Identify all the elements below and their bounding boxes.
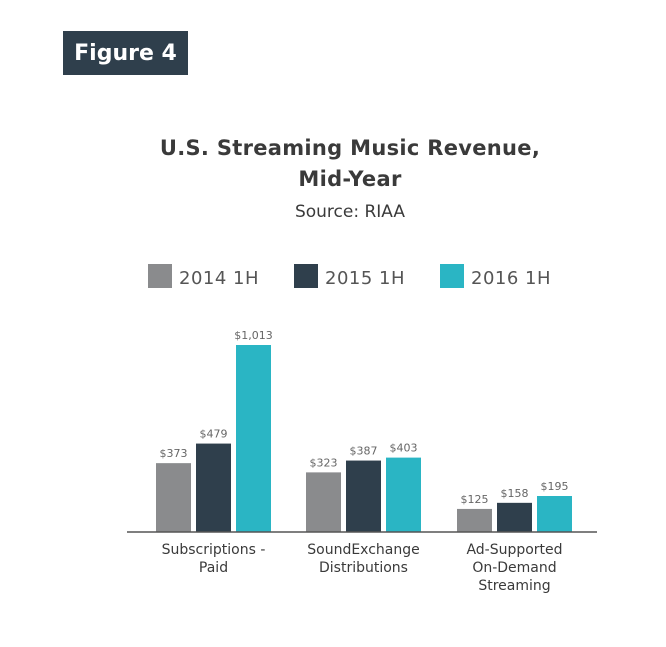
chart-source: Source: RIAA — [294, 202, 406, 222]
chart-title-line-2: Mid-Year — [298, 167, 402, 191]
bar-value-label: $403 — [390, 442, 418, 455]
bar-value-label: $387 — [350, 445, 378, 458]
bar-2-0 — [457, 508, 492, 532]
bar-value-label: $1,013 — [234, 329, 273, 342]
chart-title-line-1: U.S. Streaming Music Revenue, — [159, 136, 541, 160]
bar-1-2 — [386, 457, 421, 532]
legend-swatch-1 — [294, 264, 318, 288]
category-label: Ad-Supported — [466, 542, 562, 558]
bar-0-0 — [156, 463, 191, 532]
chart-title: U.S. Streaming Music Revenue, Mid-Year — [100, 133, 600, 195]
figure-badge-label: Figure 4 — [74, 40, 177, 66]
category-label: On-Demand — [472, 560, 556, 576]
category-label: Streaming — [478, 578, 550, 594]
bar-2-1 — [497, 502, 532, 532]
bar-1-0 — [306, 472, 341, 532]
category-label: SoundExchange — [307, 542, 420, 558]
figure-badge: Figure 4 — [63, 31, 188, 75]
category-label: Distributions — [319, 560, 408, 576]
bar-0-1 — [196, 443, 231, 532]
legend-swatch-0 — [148, 264, 172, 288]
bar-2-2 — [537, 496, 572, 532]
bar-value-label: $158 — [501, 487, 529, 500]
bar-value-label: $373 — [160, 447, 188, 460]
legend-label-0: 2014 1H — [179, 268, 259, 289]
bar-value-label: $125 — [461, 493, 489, 506]
category-label: Paid — [199, 560, 228, 576]
bar-value-label: $195 — [541, 480, 569, 493]
bar-value-label: $479 — [200, 428, 228, 441]
legend-label-2: 2016 1H — [471, 268, 551, 289]
legend-label-1: 2015 1H — [325, 268, 405, 289]
category-label: Subscriptions - — [162, 542, 266, 558]
legend-swatch-2 — [440, 264, 464, 288]
bar-0-2 — [236, 345, 271, 532]
bar-value-label: $323 — [310, 456, 338, 469]
bar-1-1 — [346, 460, 381, 532]
chart-header: U.S. Streaming Music Revenue, Mid-Year S… — [100, 133, 600, 222]
